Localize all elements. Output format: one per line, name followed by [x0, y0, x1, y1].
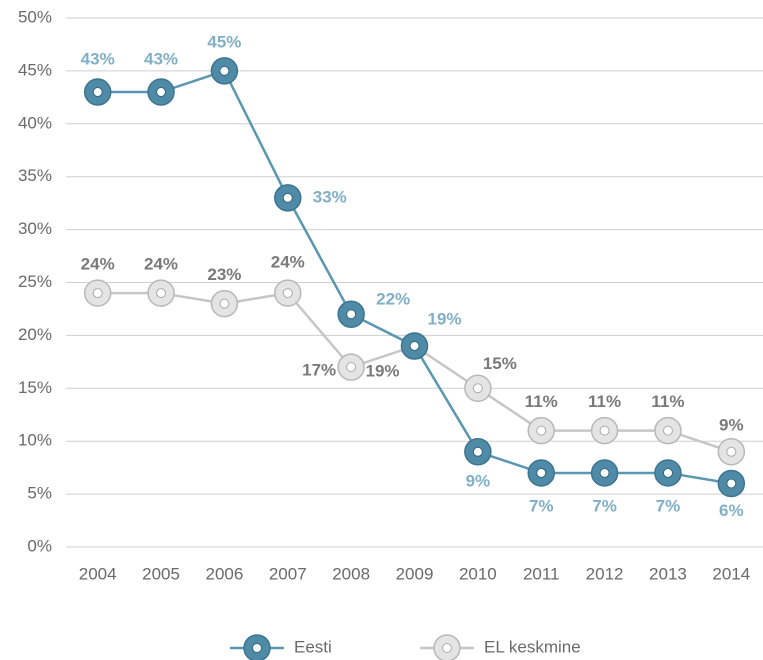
- value-label: 33%: [313, 187, 347, 206]
- value-label: 24%: [144, 255, 178, 274]
- marker-center: [346, 362, 357, 373]
- value-label: 9%: [719, 415, 744, 434]
- legend-label: Eesti: [294, 637, 332, 656]
- x-tick-label: 2006: [205, 564, 243, 583]
- marker-center: [409, 340, 420, 351]
- x-tick-label: 2005: [142, 564, 180, 583]
- value-label: 7%: [592, 496, 617, 515]
- value-label: 7%: [656, 496, 681, 515]
- value-label: 6%: [719, 501, 744, 520]
- marker-center: [156, 87, 167, 98]
- marker-center: [472, 446, 483, 457]
- y-tick-label: 5%: [27, 484, 52, 503]
- value-label: 15%: [483, 354, 517, 373]
- value-label: 11%: [651, 392, 684, 411]
- value-label: 24%: [81, 255, 115, 274]
- x-tick-label: 2009: [396, 564, 434, 583]
- x-tick-label: 2011: [523, 564, 560, 583]
- marker-center: [346, 309, 357, 320]
- y-tick-label: 25%: [18, 272, 52, 291]
- value-label: 43%: [144, 50, 178, 69]
- value-label: 19%: [365, 361, 399, 380]
- marker-center: [92, 87, 103, 98]
- legend-marker-center: [252, 643, 262, 653]
- x-tick-label: 2007: [269, 564, 307, 583]
- x-tick-label: 2008: [332, 564, 370, 583]
- value-label: 9%: [466, 471, 491, 490]
- marker-center: [282, 288, 293, 299]
- x-tick-label: 2012: [586, 564, 624, 583]
- marker-center: [726, 446, 737, 457]
- x-tick-label: 2013: [649, 564, 687, 583]
- value-label: 11%: [588, 392, 621, 411]
- y-tick-label: 45%: [18, 60, 52, 79]
- line: [97, 69, 732, 485]
- value-label: 43%: [81, 50, 115, 69]
- y-tick-label: 15%: [18, 378, 52, 397]
- marker-center: [92, 288, 103, 299]
- marker-center: [219, 298, 230, 309]
- y-tick-label: 0%: [27, 536, 52, 555]
- y-tick-label: 40%: [18, 113, 52, 132]
- y-tick-label: 50%: [18, 7, 52, 26]
- marker-center: [282, 192, 293, 203]
- y-tick-label: 35%: [18, 166, 52, 185]
- marker-center: [726, 478, 737, 489]
- marker-center: [599, 467, 610, 478]
- legend-label: EL keskmine: [484, 637, 581, 656]
- line: [97, 291, 732, 453]
- marker-center: [662, 425, 673, 436]
- x-tick-label: 2010: [459, 564, 497, 583]
- value-label: 45%: [207, 32, 241, 51]
- marker-center: [662, 467, 673, 478]
- marker-center: [599, 425, 610, 436]
- x-tick-label: 2004: [79, 564, 117, 583]
- value-label: 17%: [302, 361, 336, 380]
- y-tick-label: 30%: [18, 219, 52, 238]
- value-label: 11%: [525, 392, 558, 411]
- legend-marker-center: [442, 643, 452, 653]
- marker-center: [536, 425, 547, 436]
- y-tick-label: 10%: [18, 431, 52, 450]
- series: 43% 43% 45% 33% 22% 19% 9% 7% 7% 7% 6%: [81, 32, 746, 520]
- x-tick-label: 2014: [712, 564, 750, 583]
- marker-center: [156, 288, 167, 299]
- value-label: 24%: [271, 253, 305, 272]
- value-label: 22%: [376, 290, 410, 309]
- value-label: 7%: [529, 496, 554, 515]
- y-tick-label: 20%: [18, 325, 52, 344]
- marker-center: [219, 65, 230, 76]
- marker-center: [472, 383, 483, 394]
- value-label: 19%: [427, 309, 461, 328]
- marker-center: [536, 467, 547, 478]
- value-label: 23%: [207, 265, 241, 284]
